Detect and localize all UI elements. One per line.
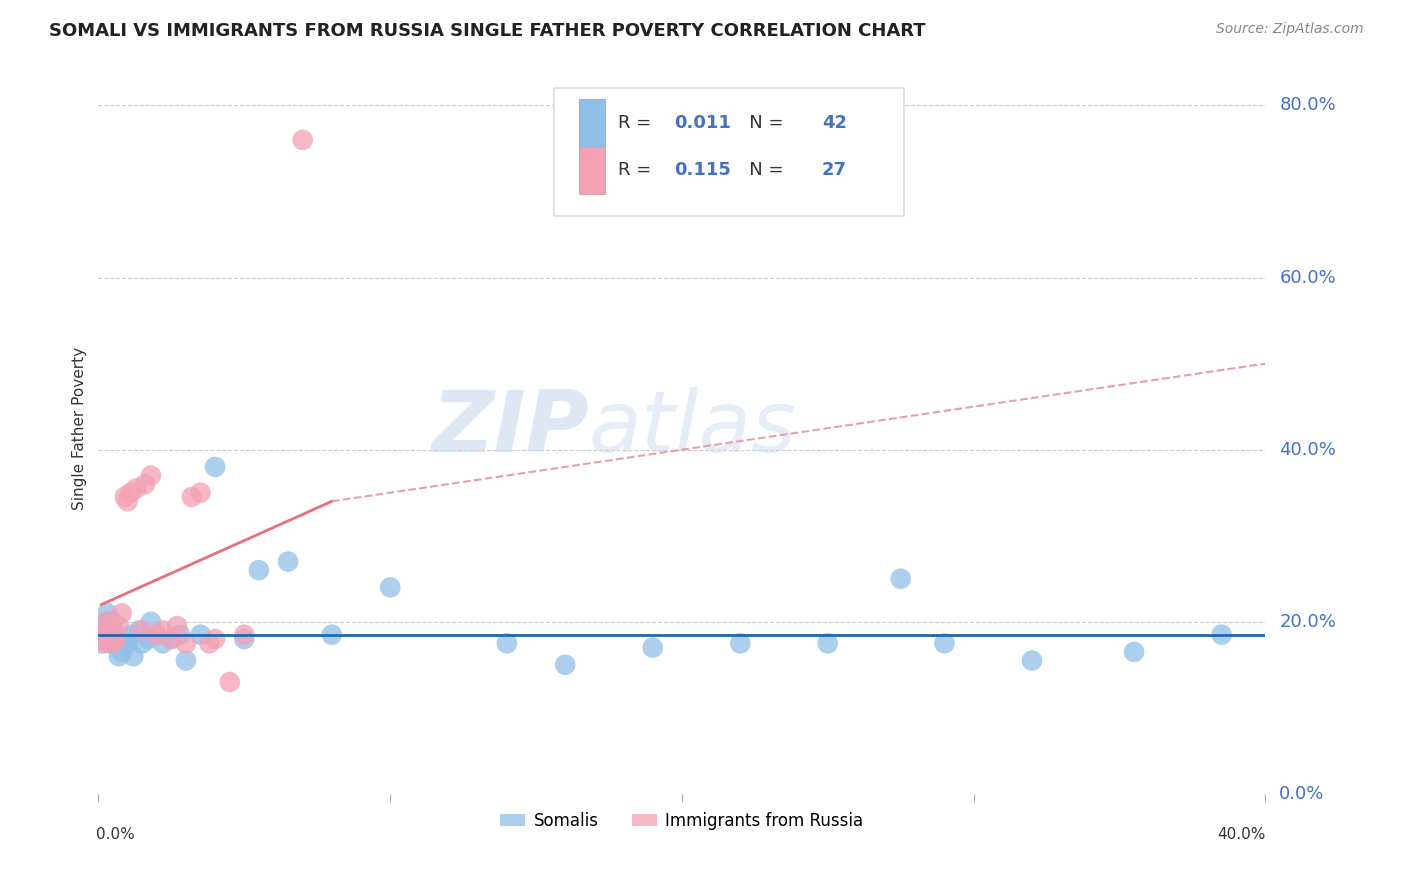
- Point: [117, 636, 139, 650]
- Point: [114, 636, 136, 650]
- Text: 0.0%: 0.0%: [1279, 785, 1324, 803]
- Text: R =: R =: [617, 114, 657, 132]
- Point: [1211, 628, 1233, 642]
- Point: [730, 636, 752, 650]
- Point: [111, 645, 134, 659]
- Point: [817, 636, 839, 650]
- Text: N =: N =: [733, 161, 789, 179]
- Point: [160, 632, 183, 646]
- Point: [146, 628, 169, 642]
- Text: Source: ZipAtlas.com: Source: ZipAtlas.com: [1216, 22, 1364, 37]
- Point: [146, 628, 169, 642]
- Point: [180, 490, 202, 504]
- Point: [134, 477, 156, 491]
- Point: [128, 624, 150, 638]
- Point: [174, 636, 197, 650]
- Point: [554, 657, 576, 672]
- Text: atlas: atlas: [589, 386, 797, 470]
- Point: [90, 636, 112, 650]
- Point: [101, 615, 124, 629]
- FancyBboxPatch shape: [554, 88, 904, 216]
- Point: [169, 628, 191, 642]
- Point: [96, 615, 118, 629]
- Point: [131, 636, 153, 650]
- Point: [233, 628, 256, 642]
- Point: [641, 640, 664, 655]
- Point: [120, 628, 142, 642]
- Text: 80.0%: 80.0%: [1279, 96, 1336, 114]
- FancyBboxPatch shape: [579, 99, 605, 146]
- Point: [174, 653, 197, 667]
- Point: [98, 636, 121, 650]
- Text: 0.0%: 0.0%: [96, 827, 135, 842]
- Point: [90, 628, 112, 642]
- Point: [104, 636, 127, 650]
- Point: [247, 563, 270, 577]
- Point: [1123, 645, 1146, 659]
- Point: [117, 494, 139, 508]
- Text: 40.0%: 40.0%: [1279, 441, 1336, 458]
- Point: [218, 675, 240, 690]
- Point: [120, 485, 142, 500]
- Point: [934, 636, 956, 650]
- Point: [104, 632, 127, 646]
- Point: [139, 615, 162, 629]
- Point: [160, 632, 183, 646]
- Point: [233, 632, 256, 646]
- Text: R =: R =: [617, 161, 657, 179]
- Point: [108, 619, 131, 633]
- Point: [136, 632, 159, 646]
- Point: [98, 619, 121, 633]
- Point: [380, 580, 402, 594]
- Point: [204, 459, 226, 474]
- Point: [152, 624, 174, 638]
- Point: [111, 606, 134, 620]
- Point: [321, 628, 343, 642]
- Point: [114, 490, 136, 504]
- Text: 0.115: 0.115: [673, 161, 731, 179]
- Point: [93, 628, 115, 642]
- Text: 40.0%: 40.0%: [1218, 827, 1265, 842]
- Text: N =: N =: [733, 114, 789, 132]
- Point: [1021, 653, 1043, 667]
- Point: [96, 615, 118, 629]
- Point: [190, 628, 212, 642]
- Point: [496, 636, 519, 650]
- Point: [152, 636, 174, 650]
- Point: [93, 636, 115, 650]
- Point: [890, 572, 912, 586]
- Point: [198, 636, 221, 650]
- FancyBboxPatch shape: [579, 146, 605, 194]
- Text: ZIP: ZIP: [430, 386, 589, 470]
- Text: SOMALI VS IMMIGRANTS FROM RUSSIA SINGLE FATHER POVERTY CORRELATION CHART: SOMALI VS IMMIGRANTS FROM RUSSIA SINGLE …: [49, 22, 925, 40]
- Y-axis label: Single Father Poverty: Single Father Poverty: [72, 347, 87, 509]
- Point: [139, 468, 162, 483]
- Point: [108, 649, 131, 664]
- Point: [122, 649, 145, 664]
- Point: [190, 485, 212, 500]
- Point: [125, 482, 148, 496]
- Text: 27: 27: [823, 161, 846, 179]
- Point: [96, 606, 118, 620]
- Legend: Somalis, Immigrants from Russia: Somalis, Immigrants from Russia: [494, 805, 870, 837]
- Point: [291, 133, 314, 147]
- Point: [98, 628, 121, 642]
- Point: [166, 619, 188, 633]
- Point: [93, 619, 115, 633]
- Point: [277, 555, 299, 569]
- Point: [204, 632, 226, 646]
- Point: [131, 624, 153, 638]
- Text: 42: 42: [823, 114, 846, 132]
- Text: 20.0%: 20.0%: [1279, 613, 1336, 631]
- Text: 0.011: 0.011: [673, 114, 731, 132]
- Point: [101, 636, 124, 650]
- Text: 60.0%: 60.0%: [1279, 268, 1336, 286]
- Point: [101, 624, 124, 638]
